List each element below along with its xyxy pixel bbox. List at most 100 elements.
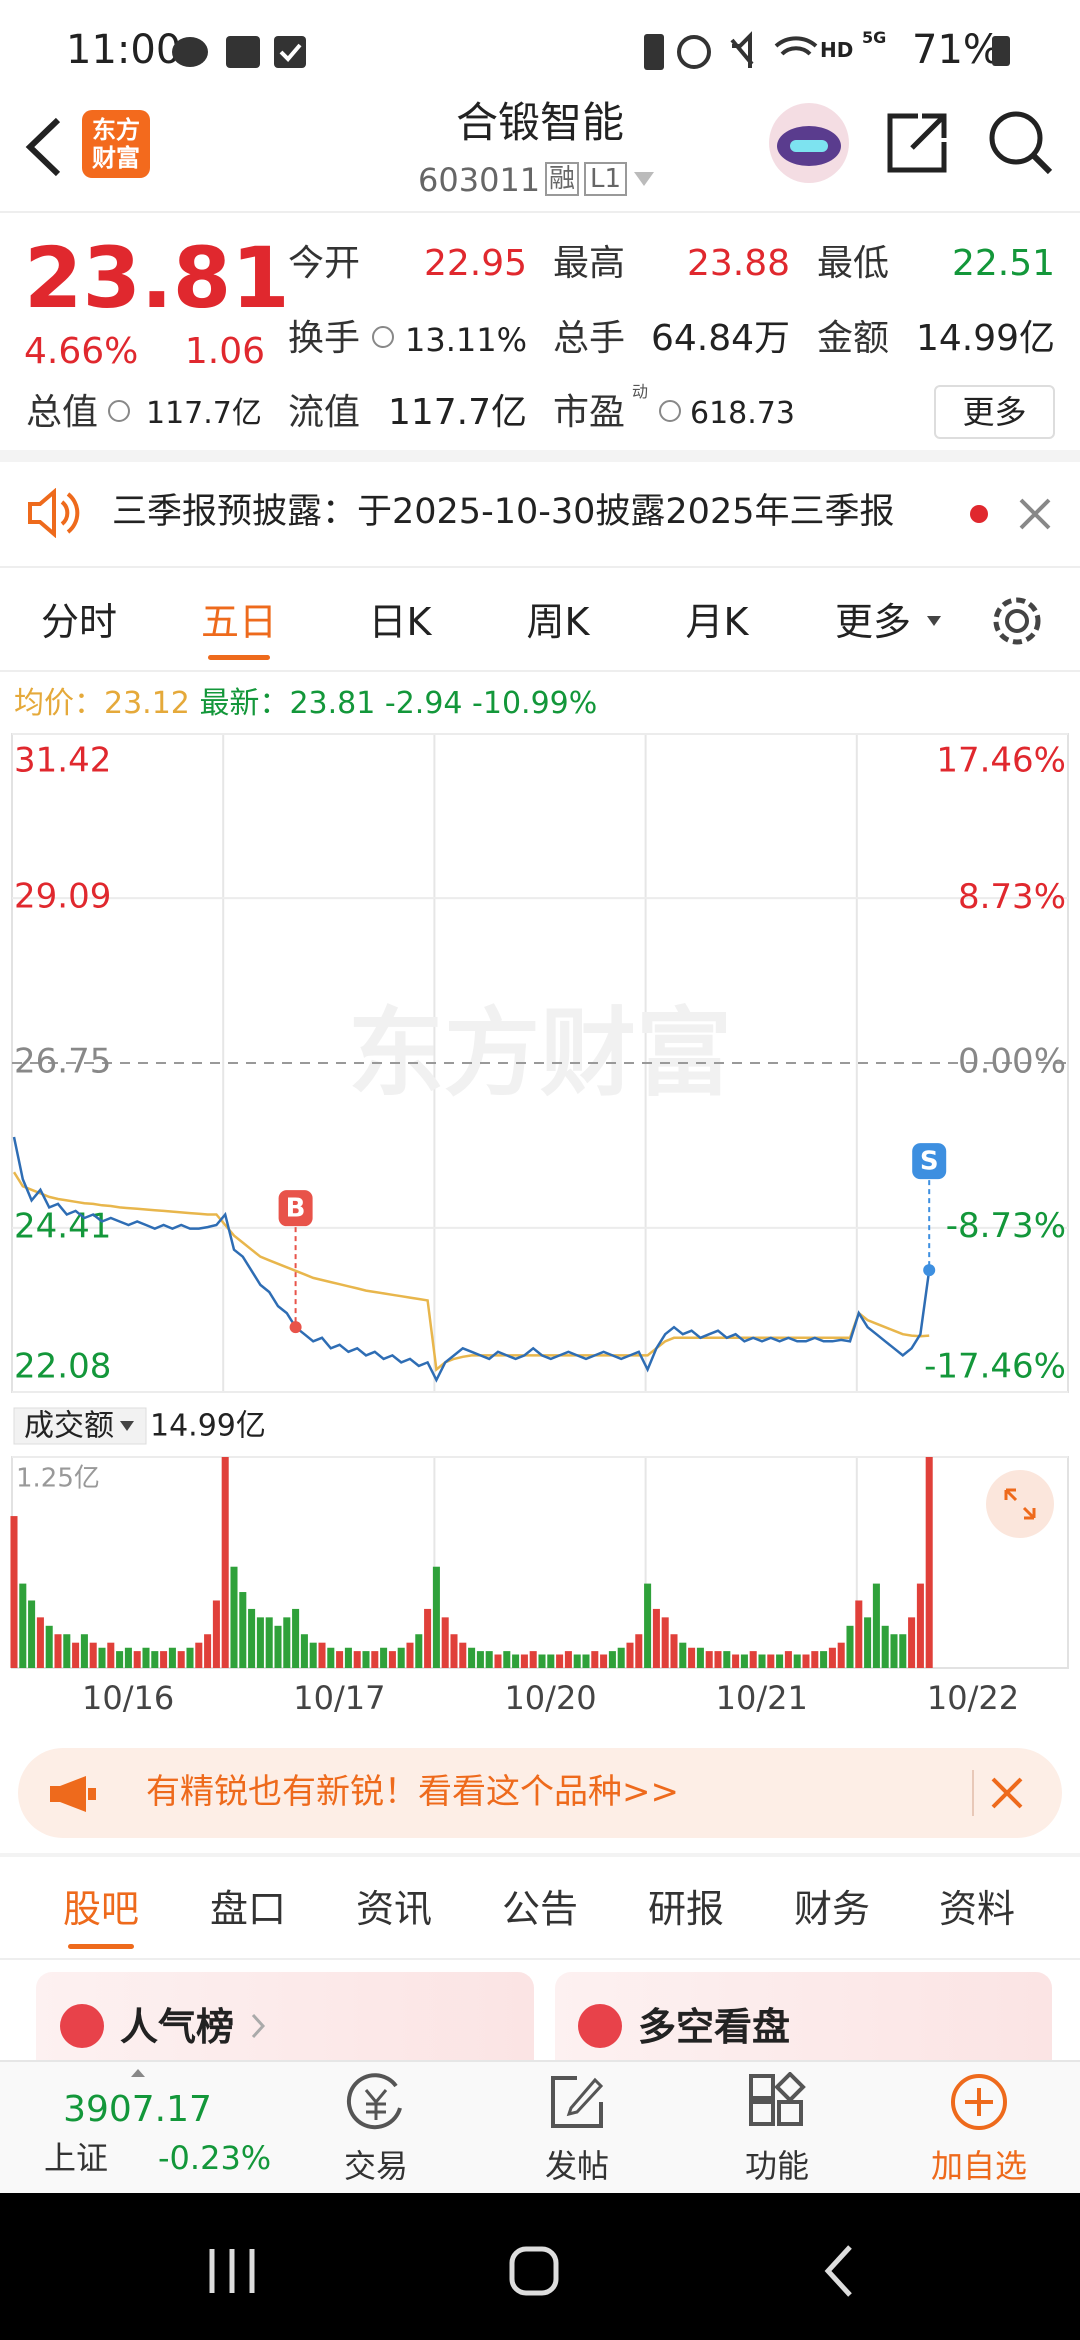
stat-label: 最高 (553, 243, 626, 284)
volume-bar (54, 1634, 62, 1668)
dropdown-arrow[interactable] (632, 170, 656, 188)
volume-bar (327, 1647, 335, 1668)
ad-banner[interactable] (18, 1748, 1062, 1838)
battery-icon (992, 36, 1010, 66)
app-logo[interactable]: 东方 财富 (82, 110, 150, 178)
y-tick-label: 22.08 (14, 1347, 111, 1387)
more-button[interactable]: 更多 (934, 385, 1055, 439)
section-tab[interactable]: 研报 (647, 1887, 724, 1931)
share-button[interactable] (884, 110, 950, 176)
volume-bar (732, 1654, 740, 1668)
system-nav-buttons (209, 2245, 852, 2297)
volume-bar (820, 1651, 828, 1668)
volume-bar (864, 1617, 872, 1668)
info-icon[interactable] (372, 326, 394, 348)
volume-bar (221, 1457, 229, 1668)
volume-bar (397, 1647, 405, 1668)
trade-marker-label: B (286, 1194, 306, 1224)
index-change[interactable]: -0.23% (158, 2139, 272, 2177)
chart-tab[interactable]: 分时 (40, 600, 117, 644)
speaker-icon (28, 488, 80, 538)
volume-bar (274, 1625, 282, 1668)
volume-bar (661, 1617, 669, 1668)
separator (0, 450, 1080, 462)
volume-bar (336, 1651, 344, 1668)
close-ad[interactable] (990, 1776, 1024, 1810)
notice-text[interactable]: 三季报预披露：于2025-10-30披露2025年三季报 (112, 492, 895, 532)
stock-name: 合锻智能 (455, 98, 624, 147)
status-battery: 71% (912, 27, 1001, 73)
volume-bar (916, 1583, 924, 1668)
info-icon[interactable] (108, 400, 130, 422)
volume-bar (776, 1654, 784, 1668)
expand-icon (1004, 1488, 1036, 1520)
badge: 融 (545, 162, 580, 196)
volume-bar (494, 1654, 502, 1668)
section-tab[interactable]: 资讯 (355, 1887, 432, 1931)
volume-bar (256, 1617, 264, 1668)
settings-button[interactable] (990, 594, 1044, 648)
index-value[interactable]: 3907.17 (63, 2089, 212, 2130)
latest-change-pct: -10.99% (472, 686, 598, 721)
y2-tick-label: -17.46% (924, 1347, 1066, 1387)
volume-bar (195, 1642, 203, 1668)
card-icon (578, 2004, 622, 2048)
volume-bar (168, 1647, 176, 1668)
avg-label: 均价： (14, 686, 104, 721)
volume-bar (133, 1651, 141, 1668)
volume-bar (63, 1634, 71, 1668)
divider (0, 566, 1080, 568)
card-title[interactable]: 人气榜 (120, 2005, 235, 2049)
volume-bar (529, 1651, 537, 1668)
latest-change: -2.94 (384, 686, 463, 721)
volume-bar (459, 1642, 467, 1668)
section-tab[interactable]: 财务 (793, 1887, 870, 1931)
stat-label: 流值 (288, 392, 361, 433)
chart-tab[interactable]: 日K (368, 600, 432, 644)
volume-bar (767, 1654, 775, 1668)
section-tab[interactable]: 资料 (938, 1887, 1015, 1931)
volume-bar (239, 1592, 247, 1668)
volume-bar (424, 1608, 432, 1668)
back-button[interactable] (20, 112, 70, 182)
close-notice[interactable] (1018, 497, 1052, 531)
chart-tab-active[interactable]: 五日 (200, 600, 277, 644)
search-button[interactable] (986, 108, 1056, 178)
chart-tab[interactable]: 月K (685, 600, 749, 644)
volume-bar (547, 1654, 555, 1668)
card-title[interactable]: 多空看盘 (638, 2005, 791, 2049)
info-icon[interactable] (659, 400, 681, 422)
volume-bar (837, 1642, 845, 1668)
x-tick-label: 10/21 (716, 1679, 808, 1717)
volume-bar (740, 1654, 748, 1668)
nav-label[interactable]: 加自选 (930, 2147, 1027, 2185)
volume-bar (600, 1654, 608, 1668)
nav-label[interactable]: 功能 (744, 2147, 809, 2185)
stat-label: 金额 (817, 318, 890, 359)
expand-button (986, 1470, 1054, 1538)
section-tab[interactable]: 盘口 (209, 1887, 286, 1931)
chart-tab[interactable]: 更多 (835, 600, 912, 644)
stat-value: 13.11% (404, 321, 527, 359)
dropdown-arrow (120, 1421, 134, 1431)
y2-tick-label: 0.00% (958, 1042, 1066, 1082)
tab-underline (208, 655, 270, 660)
volume-bar (124, 1647, 132, 1668)
section-tab-active[interactable]: 股吧 (62, 1887, 139, 1931)
ad-text[interactable]: 有精锐也有新锐！看看这个品种>> (146, 1772, 679, 1812)
divider (0, 1958, 1080, 1960)
assistant-avatar[interactable] (766, 100, 852, 186)
stat-value: 64.84万 (650, 318, 790, 359)
volume-bar (846, 1625, 854, 1668)
stat-label: 市盈 (553, 392, 626, 433)
index-name[interactable]: 上证 (44, 2139, 109, 2177)
index-trend (131, 2069, 145, 2077)
volume-bar (177, 1651, 185, 1668)
volume-title: 成交额 (24, 1409, 114, 1444)
section-tab[interactable]: 公告 (501, 1887, 578, 1931)
volume-bar (151, 1651, 159, 1668)
stat-label: 总手 (553, 318, 626, 359)
nav-label[interactable]: 发帖 (544, 2147, 609, 2185)
chart-tab[interactable]: 周K (526, 600, 590, 644)
nav-label[interactable]: 交易 (343, 2147, 408, 2185)
